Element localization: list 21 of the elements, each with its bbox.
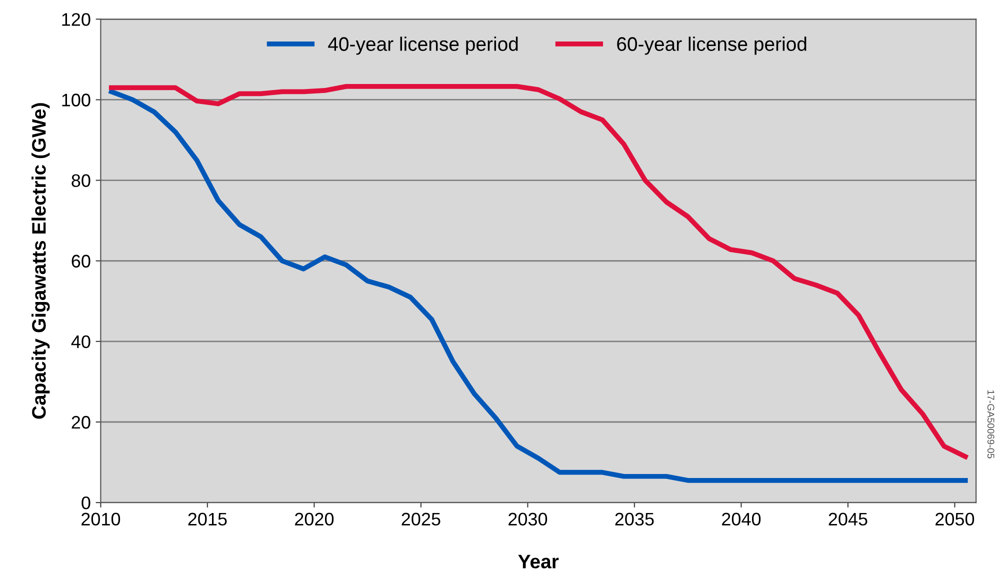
- x-tick-label: 2040: [722, 512, 761, 526]
- y-axis-title: Capacity Gigawatts Electric (GWe): [32, 103, 50, 419]
- y-tick-label: 20: [72, 416, 90, 429]
- y-tick-label: 80: [72, 174, 90, 188]
- x-axis-title: Year: [518, 554, 559, 568]
- x-tick-label: 2025: [402, 512, 440, 526]
- legend-label: 40-year license period: [328, 36, 518, 55]
- x-tick-label: 2010: [82, 512, 120, 526]
- text: 17-GA50069-05: [987, 390, 994, 458]
- x-tick-label: 2020: [295, 512, 334, 526]
- x-tick-label: 2050: [936, 512, 974, 526]
- x-tick-label: 2045: [828, 512, 868, 526]
- y-tick-label: 60: [72, 254, 90, 268]
- y-tick-label: 100: [62, 94, 90, 106]
- y-tick-label: 40: [71, 335, 90, 348]
- x-tick-label: 2030: [508, 512, 548, 526]
- legend-label: 60-year license period: [617, 36, 806, 55]
- x-tick-label: 2035: [615, 512, 654, 526]
- x-tick-label: 2015: [188, 512, 227, 526]
- y-tick-label: 120: [62, 13, 90, 26]
- y-tick-label: 0: [82, 496, 90, 510]
